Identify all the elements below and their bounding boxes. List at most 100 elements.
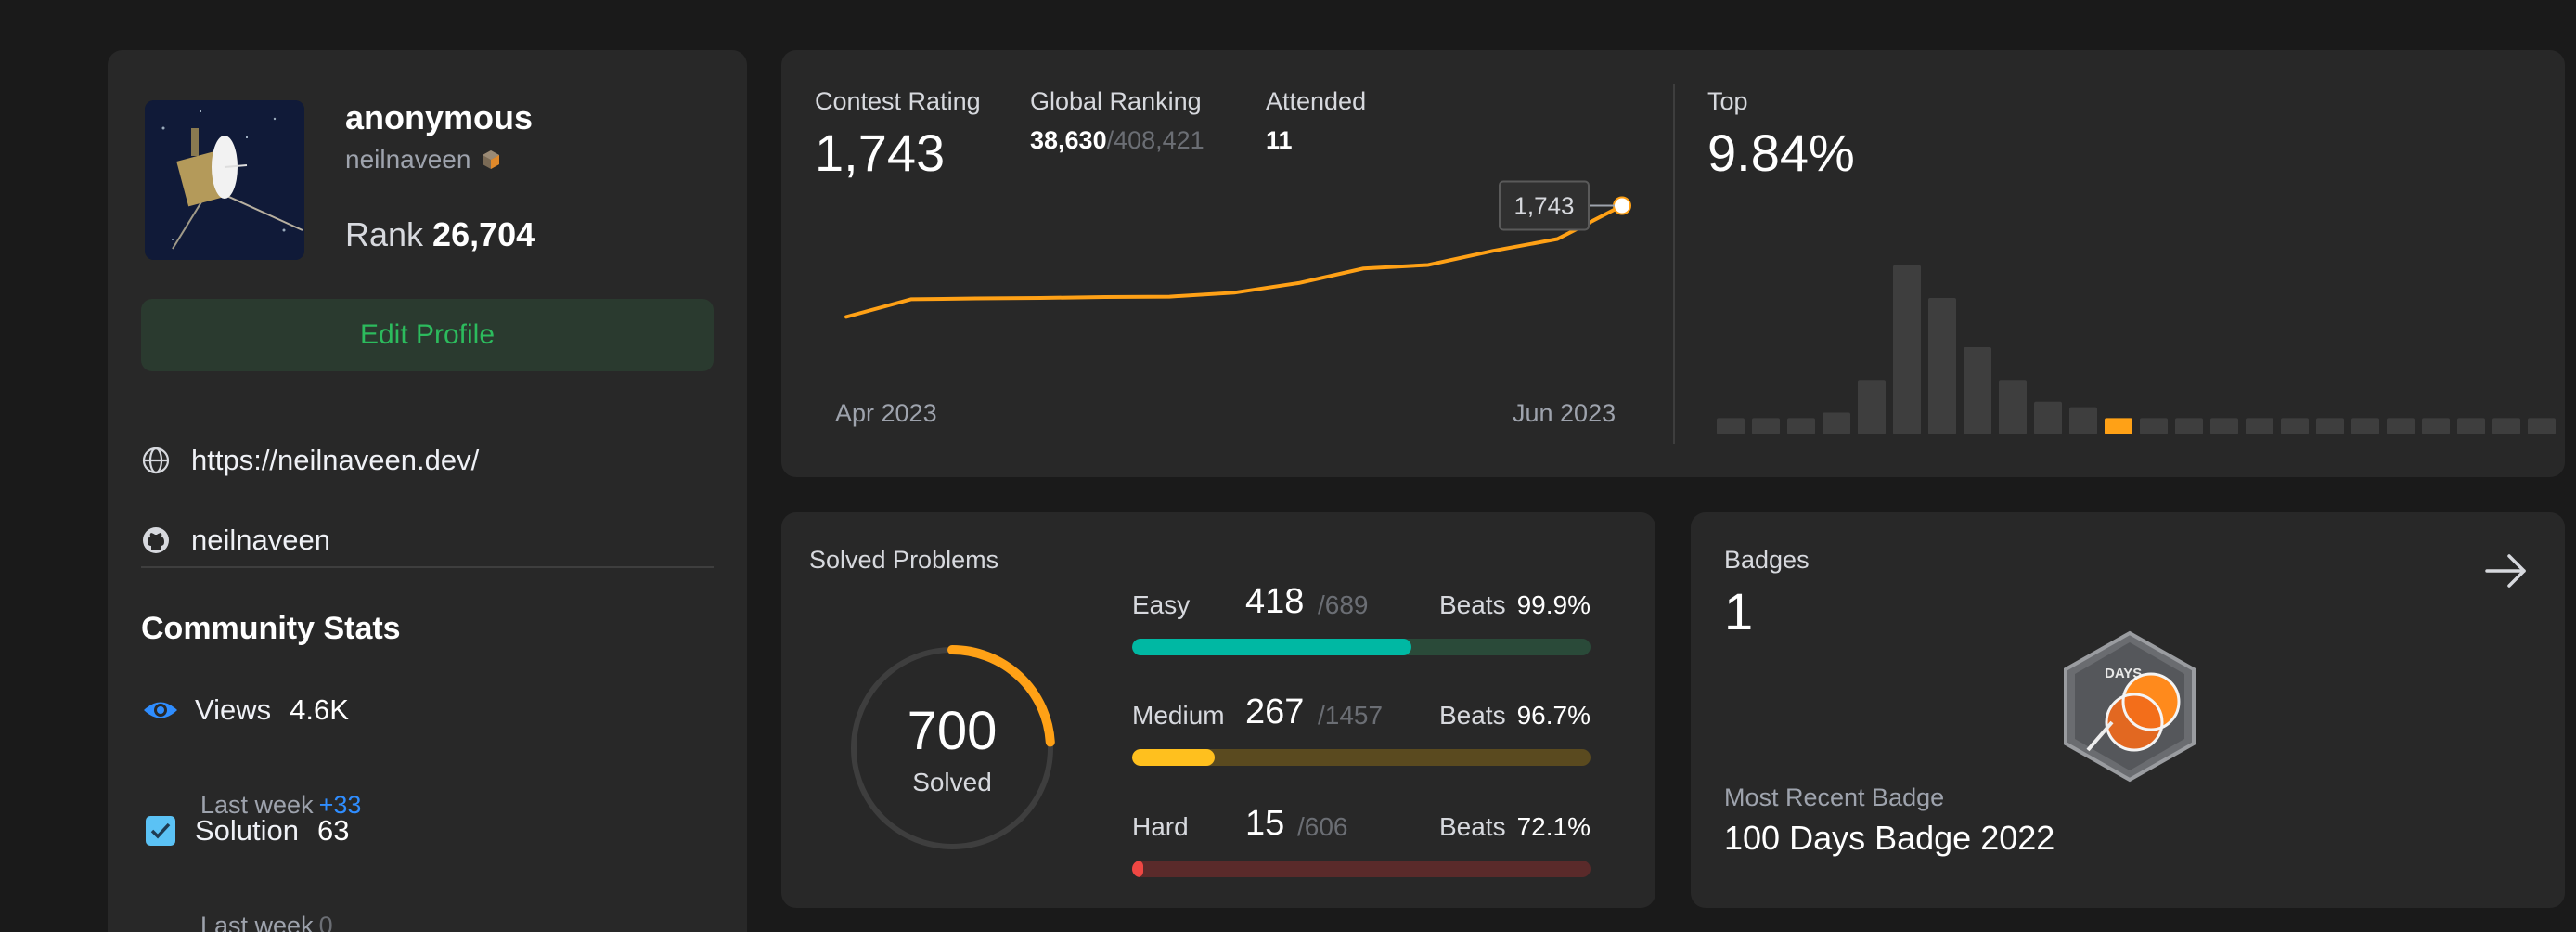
rating-current-point — [1613, 196, 1631, 215]
divider — [141, 566, 714, 568]
medium-row[interactable]: Medium 267 /1457 Beats 96.7% — [1132, 693, 1591, 766]
medium-beats-label: Beats — [1438, 701, 1506, 730]
distribution-bar — [1858, 380, 1886, 434]
hard-count: 15 — [1245, 804, 1285, 843]
medium-count: 267 — [1245, 693, 1305, 731]
distribution-bar — [2457, 418, 2485, 434]
distribution-bar — [2175, 418, 2203, 434]
hard-label: Hard — [1132, 812, 1189, 841]
contest-charts: 1,743 — [844, 180, 2556, 434]
contest-rating-label: Contest Rating — [815, 87, 981, 115]
distribution-bar — [2387, 418, 2415, 434]
hard-beats: Beats 72.1% — [1439, 812, 1591, 842]
badges-title: Badges — [1724, 546, 1810, 574]
solved-total-label: Solved — [912, 767, 992, 796]
distribution-bar — [1717, 418, 1745, 434]
hard-progress-fill — [1132, 861, 1144, 877]
solved-total: 700 — [907, 700, 998, 761]
distribution-bar-current — [2105, 418, 2132, 434]
solution-stat: Solution 63 — [141, 811, 350, 850]
medium-label: Medium — [1132, 701, 1225, 730]
distribution-bar — [2316, 418, 2344, 434]
hard-beats-value: 72.1% — [1516, 812, 1591, 841]
eye-icon — [144, 702, 177, 718]
distribution-bar — [1823, 412, 1850, 434]
attended-value: 11 — [1266, 126, 1293, 154]
easy-count: 418 — [1245, 582, 1305, 621]
global-ranking-label: Global Ranking — [1030, 87, 1202, 115]
distribution-bar — [2034, 401, 2062, 434]
avatar[interactable] — [145, 100, 304, 260]
cube-icon[interactable] — [480, 149, 502, 171]
community-stats-title: Community Stats — [141, 611, 401, 646]
100-days-badge-icon[interactable]: DAYS — [2060, 629, 2199, 783]
rank: Rank 26,704 — [345, 215, 535, 254]
views-week-value: +33 — [318, 791, 362, 819]
hard-row[interactable]: Hard 15 /606 Beats 72.1% — [1132, 804, 1591, 877]
easy-beats-value: 99.9% — [1516, 590, 1591, 619]
distribution-bar — [2528, 418, 2556, 434]
contest-divider — [1673, 84, 1675, 444]
easy-beats-label: Beats — [1438, 590, 1506, 619]
github-link[interactable]: neilnaveen — [191, 524, 330, 556]
ring-progress — [849, 645, 1055, 851]
distribution-bar — [2069, 407, 2097, 434]
contest-card: Contest Rating 1,743 Global Ranking 38,6… — [781, 50, 2565, 477]
rating-tooltip-box — [1499, 180, 1590, 231]
distribution-bar — [1999, 380, 2027, 434]
website-link[interactable]: https://neilnaveen.dev/ — [191, 444, 480, 476]
easy-beats: Beats 99.9% — [1439, 590, 1591, 620]
distribution-bar — [1752, 418, 1780, 434]
solved-problems-card: Solved Problems 700 Solved Easy 418 /689… — [781, 512, 1655, 908]
globe-icon — [142, 447, 170, 474]
edit-profile-button[interactable]: Edit Profile — [141, 299, 714, 371]
hard-total: /606 — [1297, 812, 1348, 841]
easy-progress-fill — [1132, 639, 1412, 655]
website-link-row[interactable]: https://neilnaveen.dev/ — [141, 444, 479, 477]
distribution-bar — [2492, 418, 2520, 434]
views-value: 4.6K — [290, 693, 349, 726]
distribution-bar — [1893, 265, 1921, 434]
global-ranking-value: 38,630 — [1030, 126, 1107, 154]
solution-week-value: 0 — [318, 912, 333, 932]
profile-card: anonymous neilnaveen Rank 26,704 Edit Pro… — [108, 50, 747, 932]
views-last-week: Last week +33 — [200, 791, 361, 820]
hard-progress-bar — [1132, 861, 1591, 877]
checkbox-icon — [146, 816, 175, 846]
x-axis-end: Jun 2023 — [1513, 399, 1616, 427]
distribution-bar — [2422, 418, 2450, 434]
solved-title: Solved Problems — [809, 546, 999, 574]
top-label: Top — [1707, 87, 1748, 115]
solution-label: Solution — [195, 814, 300, 847]
solved-ring[interactable] — [846, 642, 1058, 854]
solution-last-week: Last week 0 — [200, 912, 333, 932]
distribution-bar — [2140, 418, 2168, 434]
global-ranking: 38,630/408,421 — [1030, 126, 1204, 155]
solution-week-label: Last week — [200, 912, 314, 932]
badges-count: 1 — [1724, 582, 1754, 641]
badges-card: Badges 1 DAYS Most Recent Badge 100 Days… — [1691, 512, 2565, 908]
easy-total: /689 — [1318, 590, 1369, 619]
rank-label: Rank — [345, 215, 424, 253]
medium-progress-bar — [1132, 749, 1591, 766]
medium-progress-fill — [1132, 749, 1215, 766]
github-link-row[interactable]: neilnaveen — [141, 524, 330, 557]
distribution-bar — [2246, 418, 2273, 434]
rank-value: 26,704 — [432, 215, 535, 253]
badge-days-text: DAYS — [2105, 666, 2142, 681]
most-recent-badge-label: Most Recent Badge — [1724, 783, 1945, 811]
top-value: 9.84% — [1707, 123, 1855, 182]
medium-beats: Beats 96.7% — [1439, 701, 1591, 731]
rating-tooltip-text: 1,743 — [1513, 192, 1574, 220]
views-stat: Views 4.6K — [141, 691, 349, 730]
ring-text: 700 Solved — [846, 642, 1058, 854]
views-week-label: Last week — [200, 791, 314, 819]
easy-label: Easy — [1132, 590, 1191, 619]
most-recent-badge-name: 100 Days Badge 2022 — [1724, 819, 2055, 857]
hard-beats-label: Beats — [1438, 812, 1506, 841]
medium-total: /1457 — [1318, 701, 1384, 730]
medium-beats-value: 96.7% — [1516, 701, 1591, 730]
contest-rating-value: 1,743 — [815, 123, 946, 182]
easy-row[interactable]: Easy 418 /689 Beats 99.9% — [1132, 582, 1591, 655]
arrow-right-icon[interactable] — [2481, 546, 2531, 596]
